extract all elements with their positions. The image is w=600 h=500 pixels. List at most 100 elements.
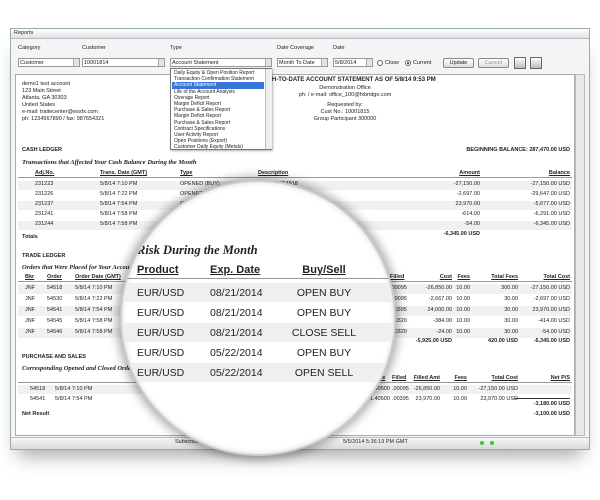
magnified-cell: EUR/USD xyxy=(137,287,185,299)
column-header: Description xyxy=(258,170,289,176)
table-cell: OPENED (BUY) xyxy=(180,181,220,187)
column-header: Balance xyxy=(548,170,570,176)
dropdown-arrow[interactable] xyxy=(321,59,327,66)
radio[interactable] xyxy=(405,59,411,66)
table-cell: 10.00 xyxy=(456,329,470,335)
table-cell: 5/8/14 7:58 PM xyxy=(100,221,138,227)
table-cell: 54518 xyxy=(30,386,46,392)
table-cell: .00395 xyxy=(392,396,409,402)
table-cell: .00320 xyxy=(390,329,407,335)
table-cell: 300.00 xyxy=(501,285,518,291)
table-cell: 5/8/14 7:22 PM xyxy=(75,296,113,302)
dropdown-arrow[interactable] xyxy=(158,59,164,66)
magnified-title: Risk During the Month xyxy=(137,243,258,257)
column-header: Cost xyxy=(439,274,452,280)
magnified-cell: 05/22/2014 xyxy=(210,347,263,359)
table-cell: 231237 xyxy=(35,201,54,207)
table-cell: JNF xyxy=(25,285,36,291)
header-rule xyxy=(122,278,394,279)
table-cell: JNF xyxy=(25,307,36,313)
table-cell: 231241 xyxy=(35,211,54,217)
address-line: Atlanta, GA 30303 xyxy=(22,95,67,101)
table-cell: 23,970.00 USD xyxy=(532,307,570,313)
section-heading: CASH LEDGER xyxy=(22,147,63,153)
table-cell: -54.00 xyxy=(464,221,480,227)
column-header: Filled xyxy=(392,375,407,381)
magnified-cell: EUR/USD xyxy=(137,347,185,359)
dropdown-option[interactable]: Purchase & Sales Report xyxy=(174,107,231,114)
dropdown-option[interactable]: Account Statement xyxy=(174,82,217,89)
dropdown-option[interactable]: Customer Daily Equity (Metals) xyxy=(174,144,243,151)
table-cell: 30.00 xyxy=(504,318,518,324)
button-label: Cancel xyxy=(484,59,503,66)
totals-label: Totals xyxy=(22,234,38,240)
column-header: Total Cost xyxy=(543,274,570,280)
section-heading: TRADE LEDGER xyxy=(22,253,66,259)
dropdown-arrow[interactable] xyxy=(73,59,79,66)
total-value: 420.00 USD xyxy=(488,338,518,344)
dropdown-value: Account Statement xyxy=(172,59,219,66)
dropdown[interactable] xyxy=(18,58,80,67)
button[interactable] xyxy=(443,58,474,68)
table-cell: -6,291.00 USD xyxy=(533,211,570,217)
scrollbar[interactable] xyxy=(575,74,585,436)
table-cell: 54530 xyxy=(47,296,63,302)
dropdown-option[interactable]: Open Positions (Export) xyxy=(174,138,228,145)
table-cell: -2,667.00 xyxy=(428,296,452,302)
table-cell: 1.40500 xyxy=(370,396,390,402)
dropdown-arrow[interactable] xyxy=(265,59,271,66)
dropdown-value: 10001814 xyxy=(84,59,109,66)
dropdown-option[interactable]: Margin Deficit Report xyxy=(174,101,221,107)
report-title: MONTH-TO-DATE ACCOUNT STATEMENT AS OF 5/… xyxy=(254,77,436,83)
dropdown-option[interactable]: Daily Equity & Open Position Report xyxy=(174,70,255,76)
radio[interactable] xyxy=(377,59,383,66)
table-cell: JNF xyxy=(25,296,36,302)
dropdown-arrow[interactable] xyxy=(366,59,372,66)
list-scrollbar[interactable] xyxy=(265,69,272,149)
dropdown-option[interactable]: Margin Deficit Report xyxy=(174,113,221,120)
search-icon[interactable] xyxy=(530,57,542,69)
dropdown-option[interactable]: User Activity Report xyxy=(174,132,218,138)
table-cell: 30.00 xyxy=(504,329,518,335)
table-cell: 5/8/14 7:58 PM xyxy=(75,318,113,324)
dropdown[interactable] xyxy=(277,58,328,67)
section-subtitle: Corresponding Opened and Closed Orders f… xyxy=(22,365,143,372)
button[interactable] xyxy=(478,58,509,68)
address-line: 123 Main Street xyxy=(22,88,61,94)
dropdown[interactable] xyxy=(82,58,165,67)
dropdown[interactable] xyxy=(170,58,272,67)
column-header: Amount xyxy=(459,170,480,176)
table-cell: 10.00 xyxy=(456,285,470,291)
total-rule xyxy=(515,398,570,399)
table-cell: 23,970.00 xyxy=(415,396,440,402)
magnified-cell: OPEN BUY xyxy=(296,347,352,359)
dropdown-option[interactable]: Life of the Account Analysis xyxy=(174,88,235,95)
table-cell: 30.00 xyxy=(504,307,518,313)
header-rule xyxy=(18,177,572,178)
magnified-cell: OPEN BUY xyxy=(296,287,352,299)
table-cell: 231226 xyxy=(35,191,54,197)
dropdown-option[interactable]: Purchase & Sales Report xyxy=(174,119,231,126)
beginning-balance: BEGINNING BALANCE: 287,470.00 USD xyxy=(466,147,570,153)
dropdown-option[interactable]: Transaction Confirmation Statement xyxy=(174,76,254,83)
column-header: Net P/S xyxy=(550,375,570,381)
table-cell: .00095 xyxy=(392,386,409,392)
table-cell: .00095 xyxy=(390,285,407,291)
dropdown[interactable] xyxy=(333,58,373,67)
table-cell: -2,697.00 USD xyxy=(533,296,570,302)
table-cell: 5/8/14 7:10 PM xyxy=(55,386,93,392)
magnified-cell: 05/22/2014 xyxy=(210,367,263,379)
dropdown-option[interactable]: Overage Report xyxy=(174,94,210,101)
office-line: Demonstration Office xyxy=(319,85,371,91)
column-header: Fees xyxy=(457,274,470,280)
table-cell: -2,697.00 xyxy=(456,191,480,197)
magnified-cell: 08/21/2014 xyxy=(210,307,263,319)
column-header: Fees xyxy=(454,375,467,381)
table-cell: 10.00 xyxy=(456,307,470,313)
office-line: Requested by: xyxy=(327,102,363,108)
table-cell: -6,345.00 USD xyxy=(533,221,570,227)
table-cell: 30.00 xyxy=(504,296,518,302)
print-icon[interactable] xyxy=(514,57,526,69)
magnified-cell: EUR/USD xyxy=(137,367,185,379)
dropdown-option[interactable]: Contract Specifications xyxy=(174,125,226,132)
